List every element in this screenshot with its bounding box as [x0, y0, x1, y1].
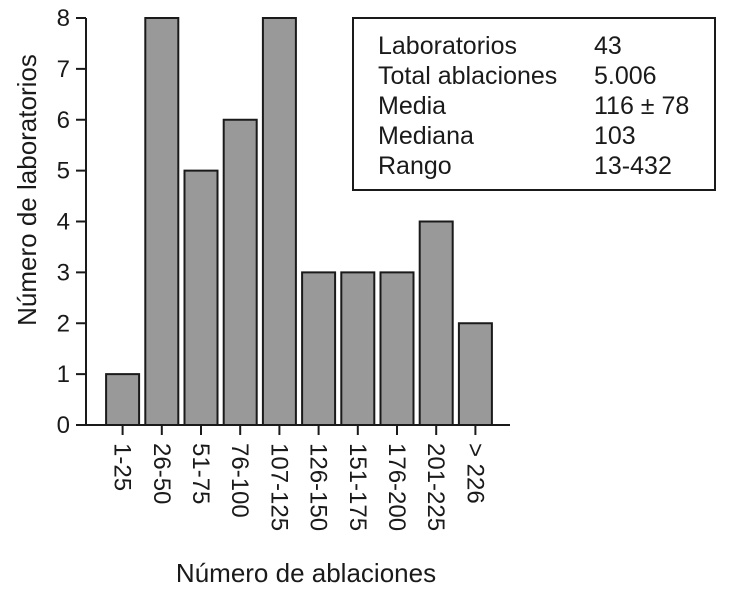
bar-2 [144, 17, 180, 426]
y-tick-label: 6 [57, 107, 70, 134]
x-tick-label: 1-25 [109, 443, 136, 491]
bar-10 [457, 322, 493, 426]
stats-box: Laboratorios 43 Total ablaciones 5.006 Media… [352, 17, 716, 191]
stats-value: 5.006 [594, 62, 657, 90]
y-axis-title: Número de laboratorios [12, 54, 42, 326]
y-axis-ticks: 0 1 2 3 4 5 6 7 8 [57, 5, 86, 439]
bar-8 [379, 271, 415, 426]
x-tick-label: 26-50 [148, 443, 175, 504]
y-tick-label: 0 [57, 412, 70, 439]
x-tick-label: > 226 [461, 443, 488, 504]
bars-group [105, 17, 493, 426]
y-tick-label: 1 [57, 361, 70, 388]
stats-label: Total ablaciones [378, 62, 557, 90]
y-tick-label: 4 [57, 209, 70, 236]
x-axis-ticks: 1-25 26-50 51-75 76-100 107-125 126-150 151-17… [109, 425, 488, 531]
bar-7 [340, 271, 376, 426]
stats-label: Rango [378, 152, 452, 180]
x-tick-label: 107-125 [265, 443, 292, 531]
x-tick-label: 201-225 [422, 443, 449, 531]
y-tick-label: 5 [57, 158, 70, 185]
bar-5 [261, 17, 297, 426]
bar-4 [222, 118, 258, 426]
x-tick-label: 51-75 [187, 443, 214, 504]
x-tick-label: 176-200 [383, 443, 410, 531]
x-axis-title: Número de ablaciones [176, 558, 436, 588]
bar-9 [418, 220, 454, 426]
stats-box-frame [352, 17, 716, 191]
y-tick-label: 7 [57, 56, 70, 83]
y-tick-label: 8 [57, 5, 70, 32]
bar-6 [301, 271, 337, 426]
x-tick-label: 126-150 [305, 443, 332, 531]
bar-3 [183, 169, 219, 426]
y-tick-label: 2 [57, 310, 70, 337]
stats-label: Mediana [378, 122, 474, 150]
stats-value: 13-432 [594, 152, 672, 180]
stats-value: 43 [594, 32, 622, 60]
bar-1 [105, 373, 141, 426]
y-tick-label: 3 [57, 259, 70, 286]
x-tick-label: 76-100 [226, 443, 253, 518]
stats-label: Laboratorios [378, 32, 517, 60]
stats-value: 116 ± 78 [594, 92, 689, 120]
stats-value: 103 [594, 122, 636, 150]
x-tick-label: 151-175 [344, 443, 371, 531]
stats-label: Media [378, 92, 446, 120]
